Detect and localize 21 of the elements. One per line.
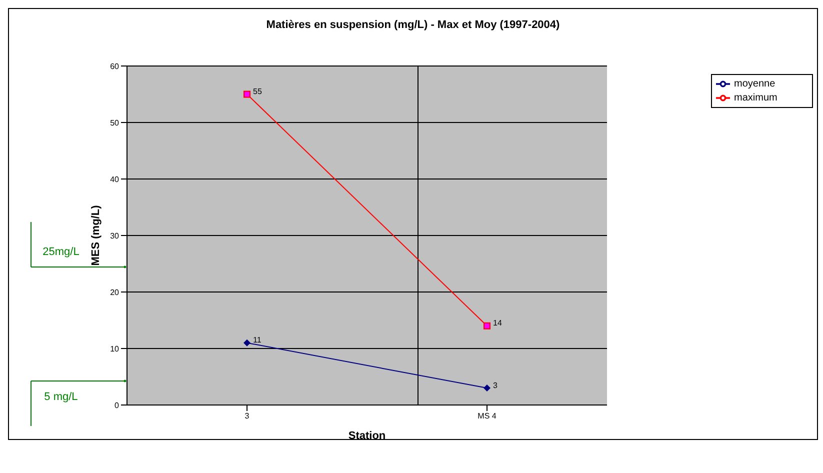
- data-label: 14: [493, 318, 502, 328]
- y-axis-title: MES (mg/L): [90, 204, 102, 266]
- x-tick-label: MS 4: [478, 412, 497, 421]
- y-tick-label: 40: [110, 174, 120, 184]
- data-label: 55: [253, 87, 262, 96]
- point: [244, 90, 250, 98]
- x-axis-title: Station: [348, 430, 386, 442]
- y-tick-label: 10: [110, 344, 120, 354]
- point: [244, 339, 250, 346]
- point: [484, 384, 490, 392]
- y-tick-label: 0: [114, 400, 120, 410]
- point: [484, 322, 490, 330]
- y-tick-label: 20: [110, 288, 120, 297]
- y-tick-label: 50: [110, 118, 120, 128]
- chart-title: Matières en suspension (mg/L) - Max et Moy (1997-2004): [265, 19, 561, 31]
- data-label: 3: [493, 380, 498, 390]
- y-tick-label: 30: [110, 231, 120, 240]
- data-label: 11: [253, 336, 262, 345]
- legend-label: maximum: [734, 92, 778, 104]
- y-tick-label: 60: [110, 62, 120, 71]
- legend-label: moyenne: [734, 78, 776, 90]
